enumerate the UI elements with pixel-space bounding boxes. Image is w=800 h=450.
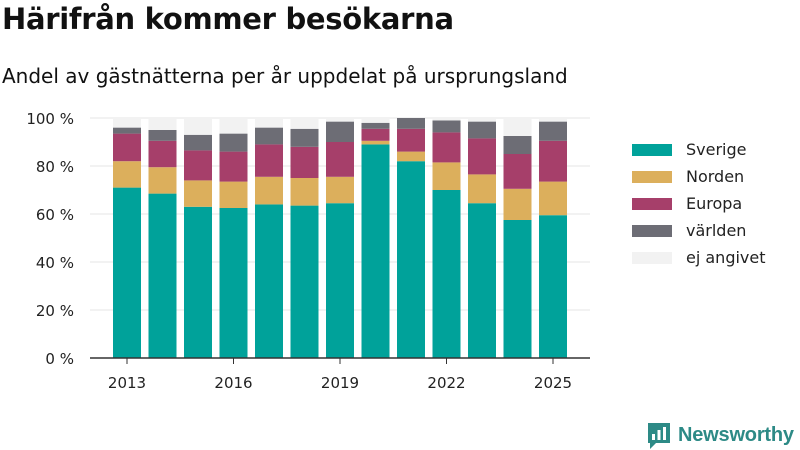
- bar-segment: [184, 150, 212, 181]
- bar-segment: [148, 130, 177, 141]
- bar-segment: [113, 133, 141, 162]
- bar-segment: [432, 162, 461, 190]
- bar-segment: [468, 121, 496, 139]
- bar-segment: [148, 118, 177, 130]
- bar-segment: [326, 203, 354, 358]
- bar-segment: [503, 118, 532, 136]
- bar-segment: [113, 187, 141, 358]
- y-tick-label: 100 %: [26, 110, 74, 128]
- legend-label: Norden: [686, 167, 745, 186]
- bar-segment: [148, 193, 177, 358]
- legend-swatch: [632, 197, 672, 210]
- bar-segment: [148, 167, 177, 194]
- legend-label: Europa: [686, 194, 743, 213]
- y-tick-label: 0 %: [45, 350, 74, 368]
- bar-segment: [290, 178, 319, 206]
- bar-segment: [432, 132, 461, 163]
- bar-segment: [184, 180, 212, 207]
- legend-swatch: [632, 170, 672, 183]
- bar-segment: [113, 161, 141, 188]
- bar-segment: [290, 128, 319, 147]
- bar-segment: [255, 127, 283, 145]
- bar-segment: [468, 138, 496, 175]
- bar-segment: [361, 144, 390, 358]
- y-tick-label: 60 %: [36, 206, 74, 224]
- bar-segment: [255, 144, 283, 177]
- chart-subtitle: Andel av gästnätterna per år uppdelat på…: [2, 64, 568, 88]
- y-tick-label: 80 %: [36, 158, 74, 176]
- bar-segment: [432, 190, 461, 358]
- bar-segment: [539, 181, 567, 216]
- bar-segment: [361, 128, 390, 141]
- bar-segment: [184, 118, 212, 135]
- y-tick-label: 40 %: [36, 254, 74, 272]
- bar-segment: [468, 203, 496, 358]
- bar-segment: [326, 176, 354, 204]
- bar-segment: [361, 140, 390, 145]
- legend-item: Norden: [632, 163, 766, 190]
- bar-segment: [290, 146, 319, 178]
- legend-item: Sverige: [632, 136, 766, 163]
- legend-label: världen: [686, 221, 747, 240]
- bar-segment: [290, 118, 319, 129]
- bar-segment: [113, 118, 141, 128]
- legend-label: Sverige: [686, 140, 747, 159]
- brand-logo: Newsworthy: [646, 420, 794, 450]
- bar-segment: [468, 118, 496, 122]
- bar-segment: [219, 208, 248, 358]
- legend-swatch: [632, 251, 672, 264]
- bar-segment: [539, 118, 567, 122]
- bar-segment: [503, 136, 532, 154]
- bar-segment: [397, 118, 425, 129]
- bar-segment: [539, 140, 567, 182]
- legend-label: ej angivet: [686, 248, 766, 267]
- legend-item: ej angivet: [632, 244, 766, 271]
- bar-segment: [219, 181, 248, 208]
- x-tick-label: 2025: [534, 374, 572, 392]
- legend-swatch: [632, 224, 672, 237]
- bar-segment: [539, 215, 567, 358]
- y-tick-label: 20 %: [36, 302, 74, 320]
- bar-segment: [184, 206, 212, 358]
- bar-segment: [361, 122, 390, 129]
- x-tick-label: 2022: [427, 374, 465, 392]
- bar-segment: [219, 133, 248, 152]
- bar-segment: [184, 134, 212, 151]
- bar-segment: [219, 118, 248, 134]
- legend-item: Europa: [632, 190, 766, 217]
- bar-segment: [255, 204, 283, 358]
- chart-legend: Sverige Norden Europa världen ej angivet: [632, 136, 766, 271]
- chart-title: Härifrån kommer besökarna: [2, 2, 454, 36]
- newsworthy-logo-icon: [648, 423, 670, 449]
- bar-segment: [255, 118, 283, 128]
- legend-item: världen: [632, 217, 766, 244]
- x-tick-label: 2013: [108, 374, 146, 392]
- bar-segment: [255, 176, 283, 205]
- legend-swatch: [632, 143, 672, 156]
- x-tick-label: 2019: [321, 374, 359, 392]
- x-tick-label: 2016: [214, 374, 252, 392]
- bar-segment: [397, 128, 425, 152]
- bar-segment: [148, 140, 177, 168]
- bar-segment: [397, 161, 425, 358]
- bar-segment: [397, 151, 425, 162]
- bar-segment: [503, 220, 532, 358]
- bar-segment: [539, 121, 567, 141]
- bar-segment: [503, 188, 532, 220]
- bar-segment: [326, 121, 354, 142]
- bar-segment: [290, 205, 319, 358]
- bar-segment: [468, 174, 496, 204]
- bar-segment: [219, 151, 248, 182]
- bar-segment: [113, 127, 141, 134]
- brand-name: Newsworthy: [678, 423, 794, 446]
- bar-segment: [432, 120, 461, 133]
- bar-segment: [361, 118, 390, 123]
- bar-segment: [432, 118, 461, 121]
- bar-segment: [326, 142, 354, 177]
- bar-segment: [503, 154, 532, 189]
- bar-segment: [326, 118, 354, 122]
